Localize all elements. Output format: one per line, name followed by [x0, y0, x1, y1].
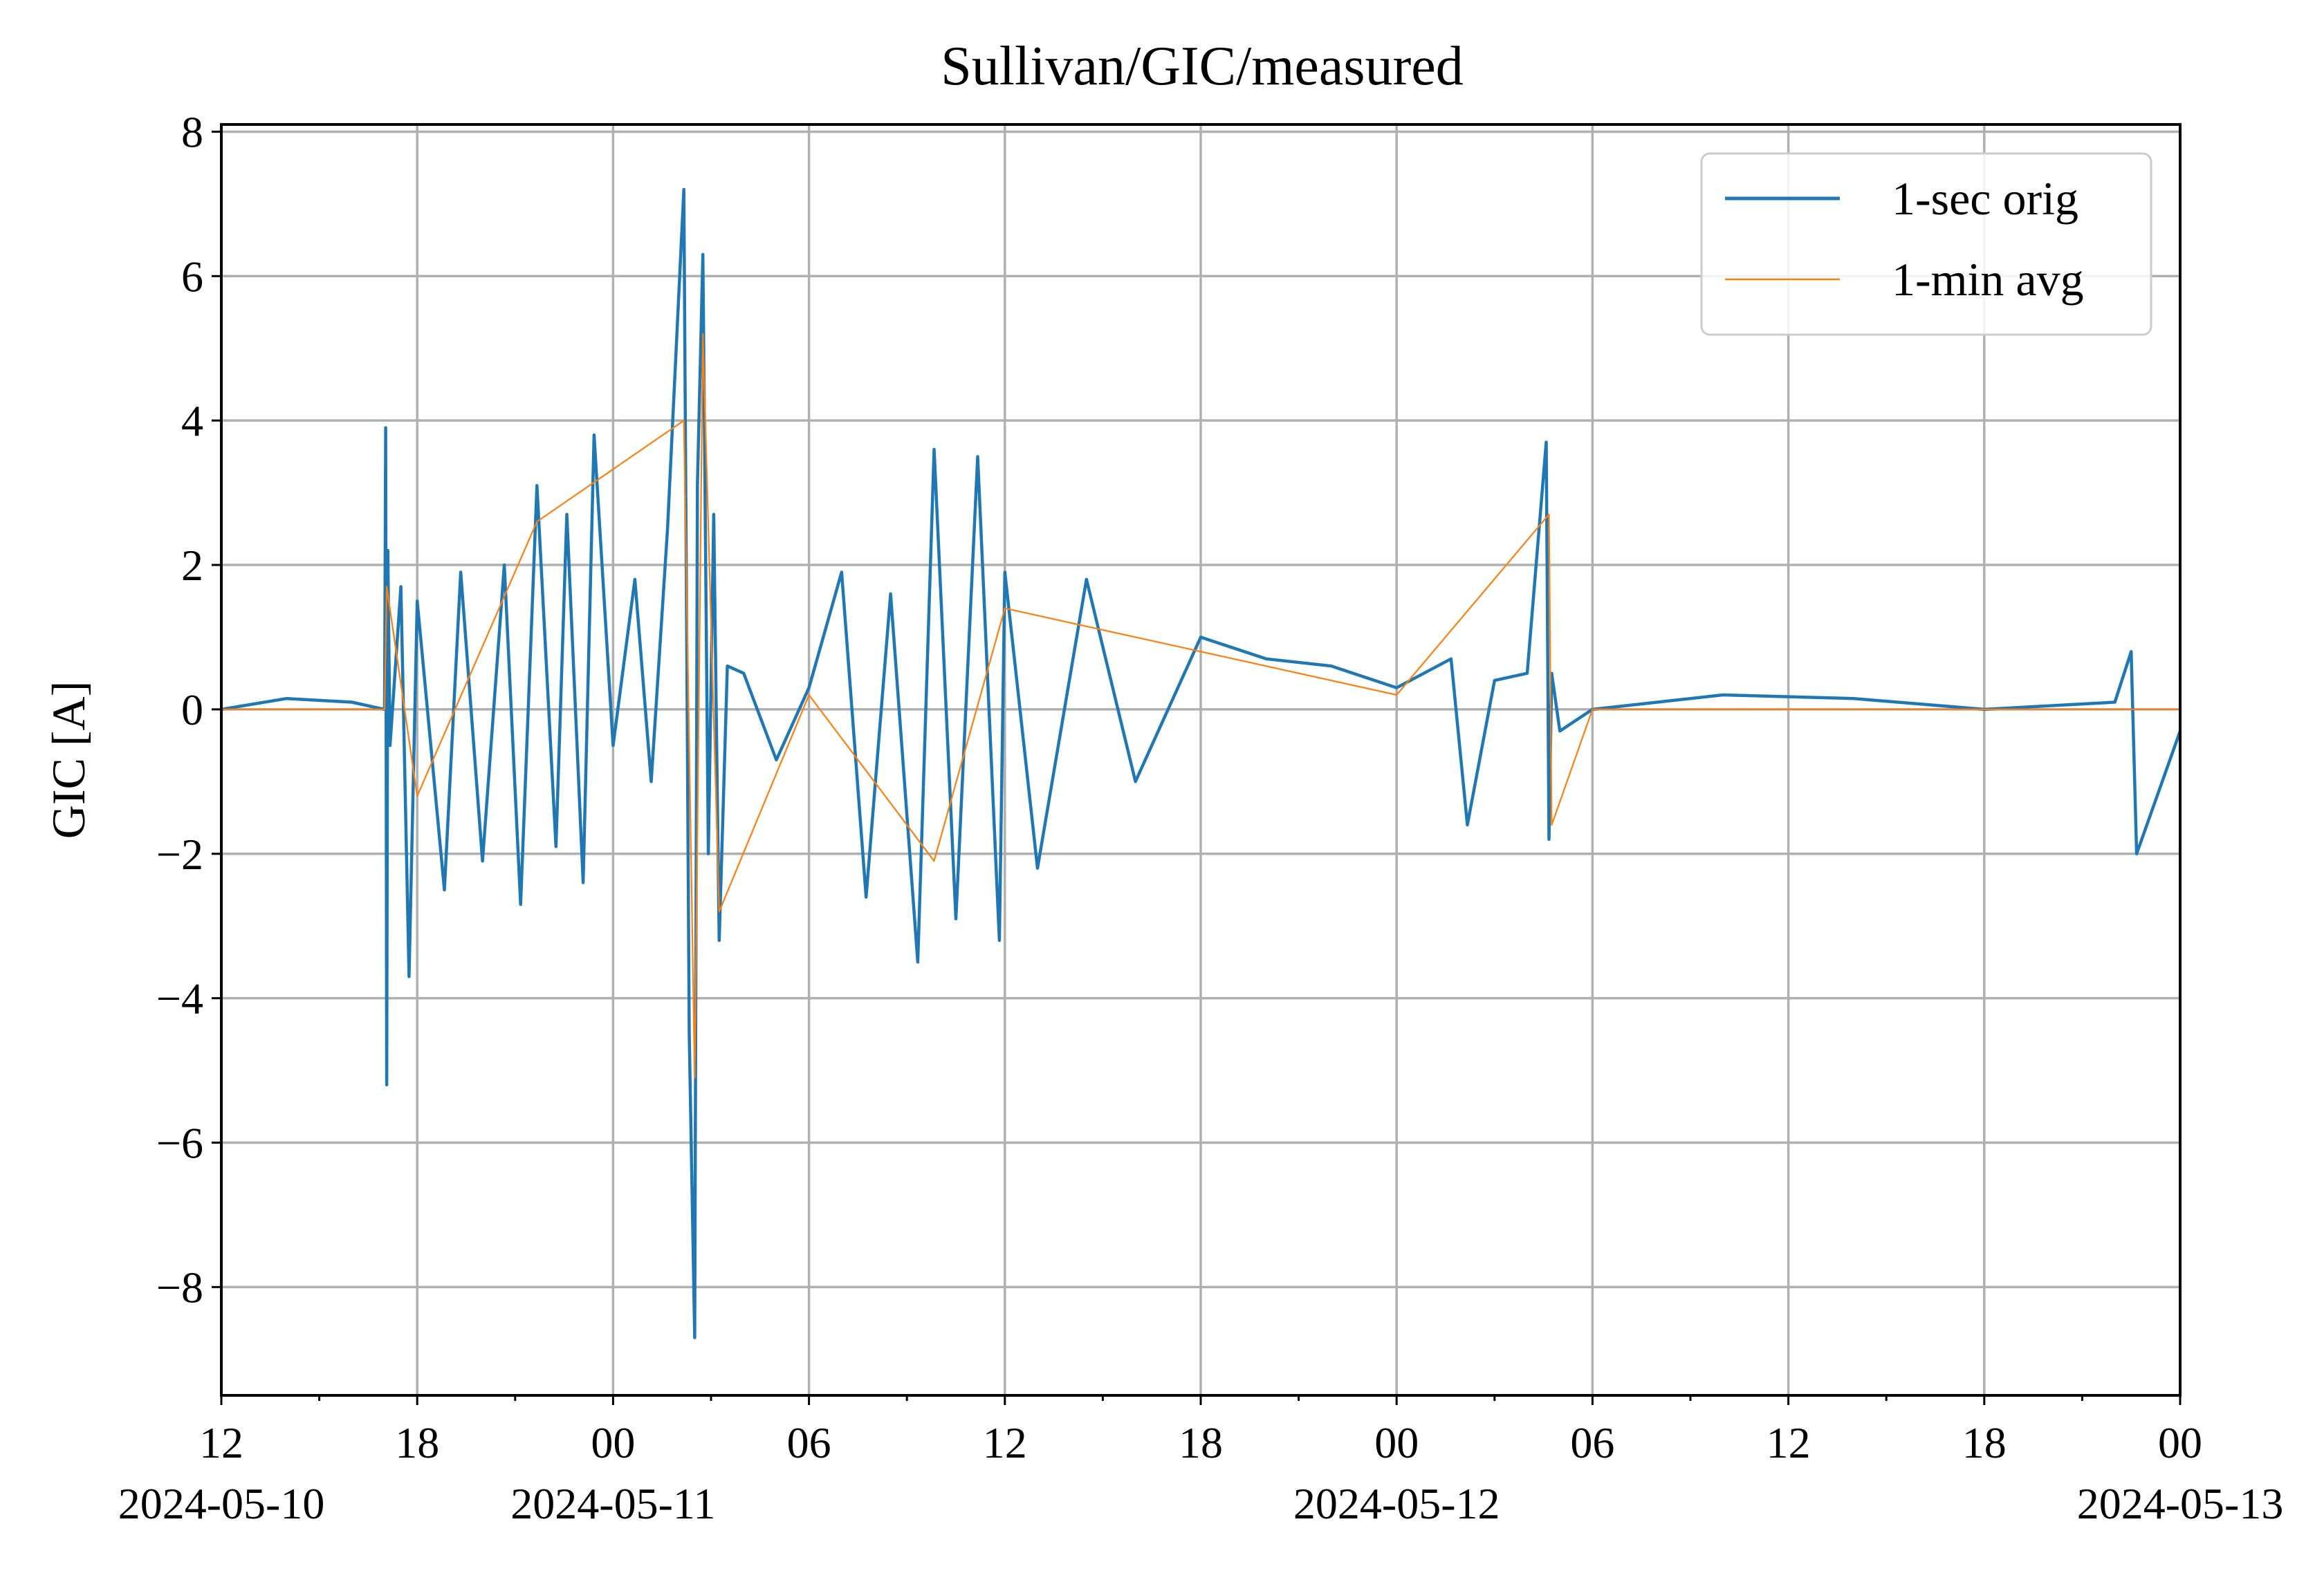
x-tick-label: 00: [1374, 1418, 1419, 1467]
axis-ticks: 8 6 4 2 0 −2 −4 −6 −8 12 2024-05-10 18 00 2024-05-11 0…: [118, 107, 2284, 1528]
y-tick-label: −2: [156, 830, 203, 879]
y-tick-label: −8: [156, 1263, 203, 1312]
y-tick-label: 2: [181, 541, 203, 590]
x-tick-date-label: 2024-05-10: [118, 1479, 325, 1528]
y-tick-label: 8: [181, 107, 203, 156]
x-tick-label: 12: [983, 1418, 1027, 1467]
x-tick-label: 18: [1179, 1418, 1223, 1467]
y-tick-label: 4: [181, 396, 203, 445]
legend-label-1-sec-orig: 1-sec orig: [1892, 172, 2078, 225]
x-tick-label: 06: [787, 1418, 831, 1467]
x-tick-label: 00: [2158, 1418, 2202, 1467]
y-tick-label: −6: [156, 1118, 203, 1167]
x-tick-date-label: 2024-05-11: [510, 1479, 715, 1528]
y-tick-label: −4: [156, 974, 203, 1023]
x-tick-label: 06: [1570, 1418, 1614, 1467]
chart-title: Sullivan/GIC/measured: [941, 36, 1463, 97]
x-tick-label: 18: [1962, 1418, 2007, 1467]
series-lines: [221, 187, 2180, 1339]
y-tick-label: 6: [181, 252, 203, 301]
legend: 1-sec orig 1-min avg: [1700, 152, 2152, 336]
x-tick-date-label: 2024-05-12: [1293, 1479, 1500, 1528]
x-tick-label: 12: [199, 1418, 243, 1467]
x-tick-date-label: 2024-05-13: [2077, 1479, 2284, 1528]
x-tick-label: 00: [591, 1418, 635, 1467]
series-line-1-sec-orig: [221, 187, 2180, 1339]
series-line-1-min-avg: [221, 333, 2180, 1079]
y-tick-label: 0: [181, 685, 203, 734]
y-axis-label: GIC [A]: [42, 681, 95, 839]
legend-label-1-min-avg: 1-min avg: [1892, 253, 2084, 306]
x-tick-label: 12: [1767, 1418, 1811, 1467]
x-tick-label: 18: [395, 1418, 439, 1467]
